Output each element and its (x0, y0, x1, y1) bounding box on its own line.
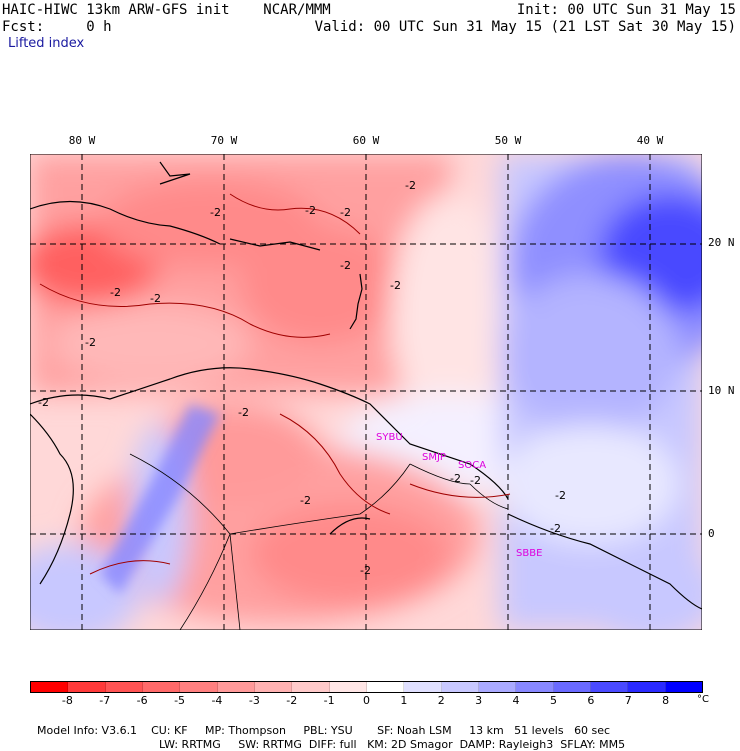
lon-label-60w: 60 W (352, 134, 380, 147)
colorbar-cell (366, 682, 405, 692)
colorbar-tick-label: -6 (136, 694, 148, 707)
model-info-line1: Model Info: V3.6.1 CU: KF MP: Thompson P… (37, 724, 611, 737)
forecast-hour: Fcst: 0 h (2, 19, 112, 35)
lifted-index-map: -2-2-2 -2-2-2-2-2-2-2-2-2-2-2-2-2-2 SYBU … (30, 154, 702, 630)
colorbar-cell (665, 682, 702, 692)
contour-label: -2 (340, 206, 351, 219)
colorbar-cell (590, 682, 629, 692)
contour-label: -2 (85, 336, 96, 349)
colorbar-tick-label: -1 (323, 694, 335, 707)
colorbar-cell (628, 682, 666, 692)
station-sbbe: SBBE (516, 548, 542, 559)
colorbar-tick-label: 8 (662, 694, 670, 707)
colorbar-tick-label: -2 (286, 694, 298, 707)
contour-label: -2 (110, 286, 121, 299)
station-smjp: SMJP (422, 452, 446, 463)
valid-time: Valid: 00 UTC Sun 31 May 15 (21 LST Sat … (314, 19, 736, 35)
colorbar-tick-label: 0 (363, 694, 370, 707)
contour-label: -2 (210, 206, 221, 219)
colorbar-cell (217, 682, 255, 692)
colorbar-tick-label: -8 (61, 694, 73, 707)
contour-label: -2 (360, 564, 371, 577)
colorbar-cell (441, 682, 479, 692)
contour-label: -2 (405, 179, 416, 192)
lon-label-70w: 70 W (210, 134, 238, 147)
contour-label: -2 (150, 292, 161, 305)
contour-label: -2 (238, 406, 249, 419)
lon-label-50w: 50 W (494, 134, 522, 147)
colorbar-tick-label: -3 (248, 694, 260, 707)
lon-label-40w: 40 W (636, 134, 664, 147)
colorbar-tick-label: 6 (587, 694, 595, 707)
colorbar-cell (478, 682, 517, 692)
station-soca: SOCA (458, 460, 486, 471)
lat-label-10n: 10 N (708, 384, 735, 397)
variable-name: Lifted index (8, 36, 85, 51)
contour-label: -2 (555, 489, 566, 502)
station-sybu: SYBU (376, 432, 403, 443)
colorbar (30, 681, 703, 693)
contour-label: -2 (450, 472, 461, 485)
colorbar-cell (105, 682, 143, 692)
contour-label: -2 (305, 204, 316, 217)
model-info-line2: LW: RRTMG SW: RRTMG DIFF: full KM: 2D Sm… (159, 738, 626, 751)
model-title: HAIC-HIWC 13km ARW-GFS init NCAR/MMM (2, 2, 331, 18)
colorbar-cell (142, 682, 181, 692)
contour-label: -2 (38, 396, 49, 409)
colorbar-tick-label: 5 (549, 694, 557, 707)
colorbar-unit: °C (697, 694, 709, 705)
contour-label: -2 (470, 474, 481, 487)
lat-label-20n: 20 N (708, 236, 735, 249)
colorbar-tick-label: 3 (475, 694, 483, 707)
colorbar-cell (254, 682, 293, 692)
colorbar-tick-label: -5 (174, 694, 186, 707)
colorbar-tick-label: 4 (512, 694, 520, 707)
colorbar-cell (329, 682, 367, 692)
colorbar-cell (553, 682, 591, 692)
colorbar-cell (516, 682, 554, 692)
init-time: Init: 00 UTC Sun 31 May 15 (516, 2, 736, 18)
colorbar-cell (68, 682, 106, 692)
contour-label: -2 (390, 279, 401, 292)
lat-label-0: 0 (708, 527, 715, 540)
contour-label: -2 (300, 494, 311, 507)
colorbar-cell (31, 682, 69, 692)
contour-label: -2 (550, 522, 561, 535)
colorbar-cell (180, 682, 218, 692)
colorbar-tick-label: -7 (99, 694, 111, 707)
colorbar-tick-label: 1 (400, 694, 408, 707)
colorbar-tick-label: -4 (211, 694, 223, 707)
contour-label: -2 (340, 259, 351, 272)
colorbar-cell (404, 682, 442, 692)
colorbar-tick-label: 2 (437, 694, 445, 707)
lon-label-80w: 80 W (68, 134, 96, 147)
colorbar-cell (292, 682, 330, 692)
colorbar-tick-label: 7 (624, 694, 632, 707)
